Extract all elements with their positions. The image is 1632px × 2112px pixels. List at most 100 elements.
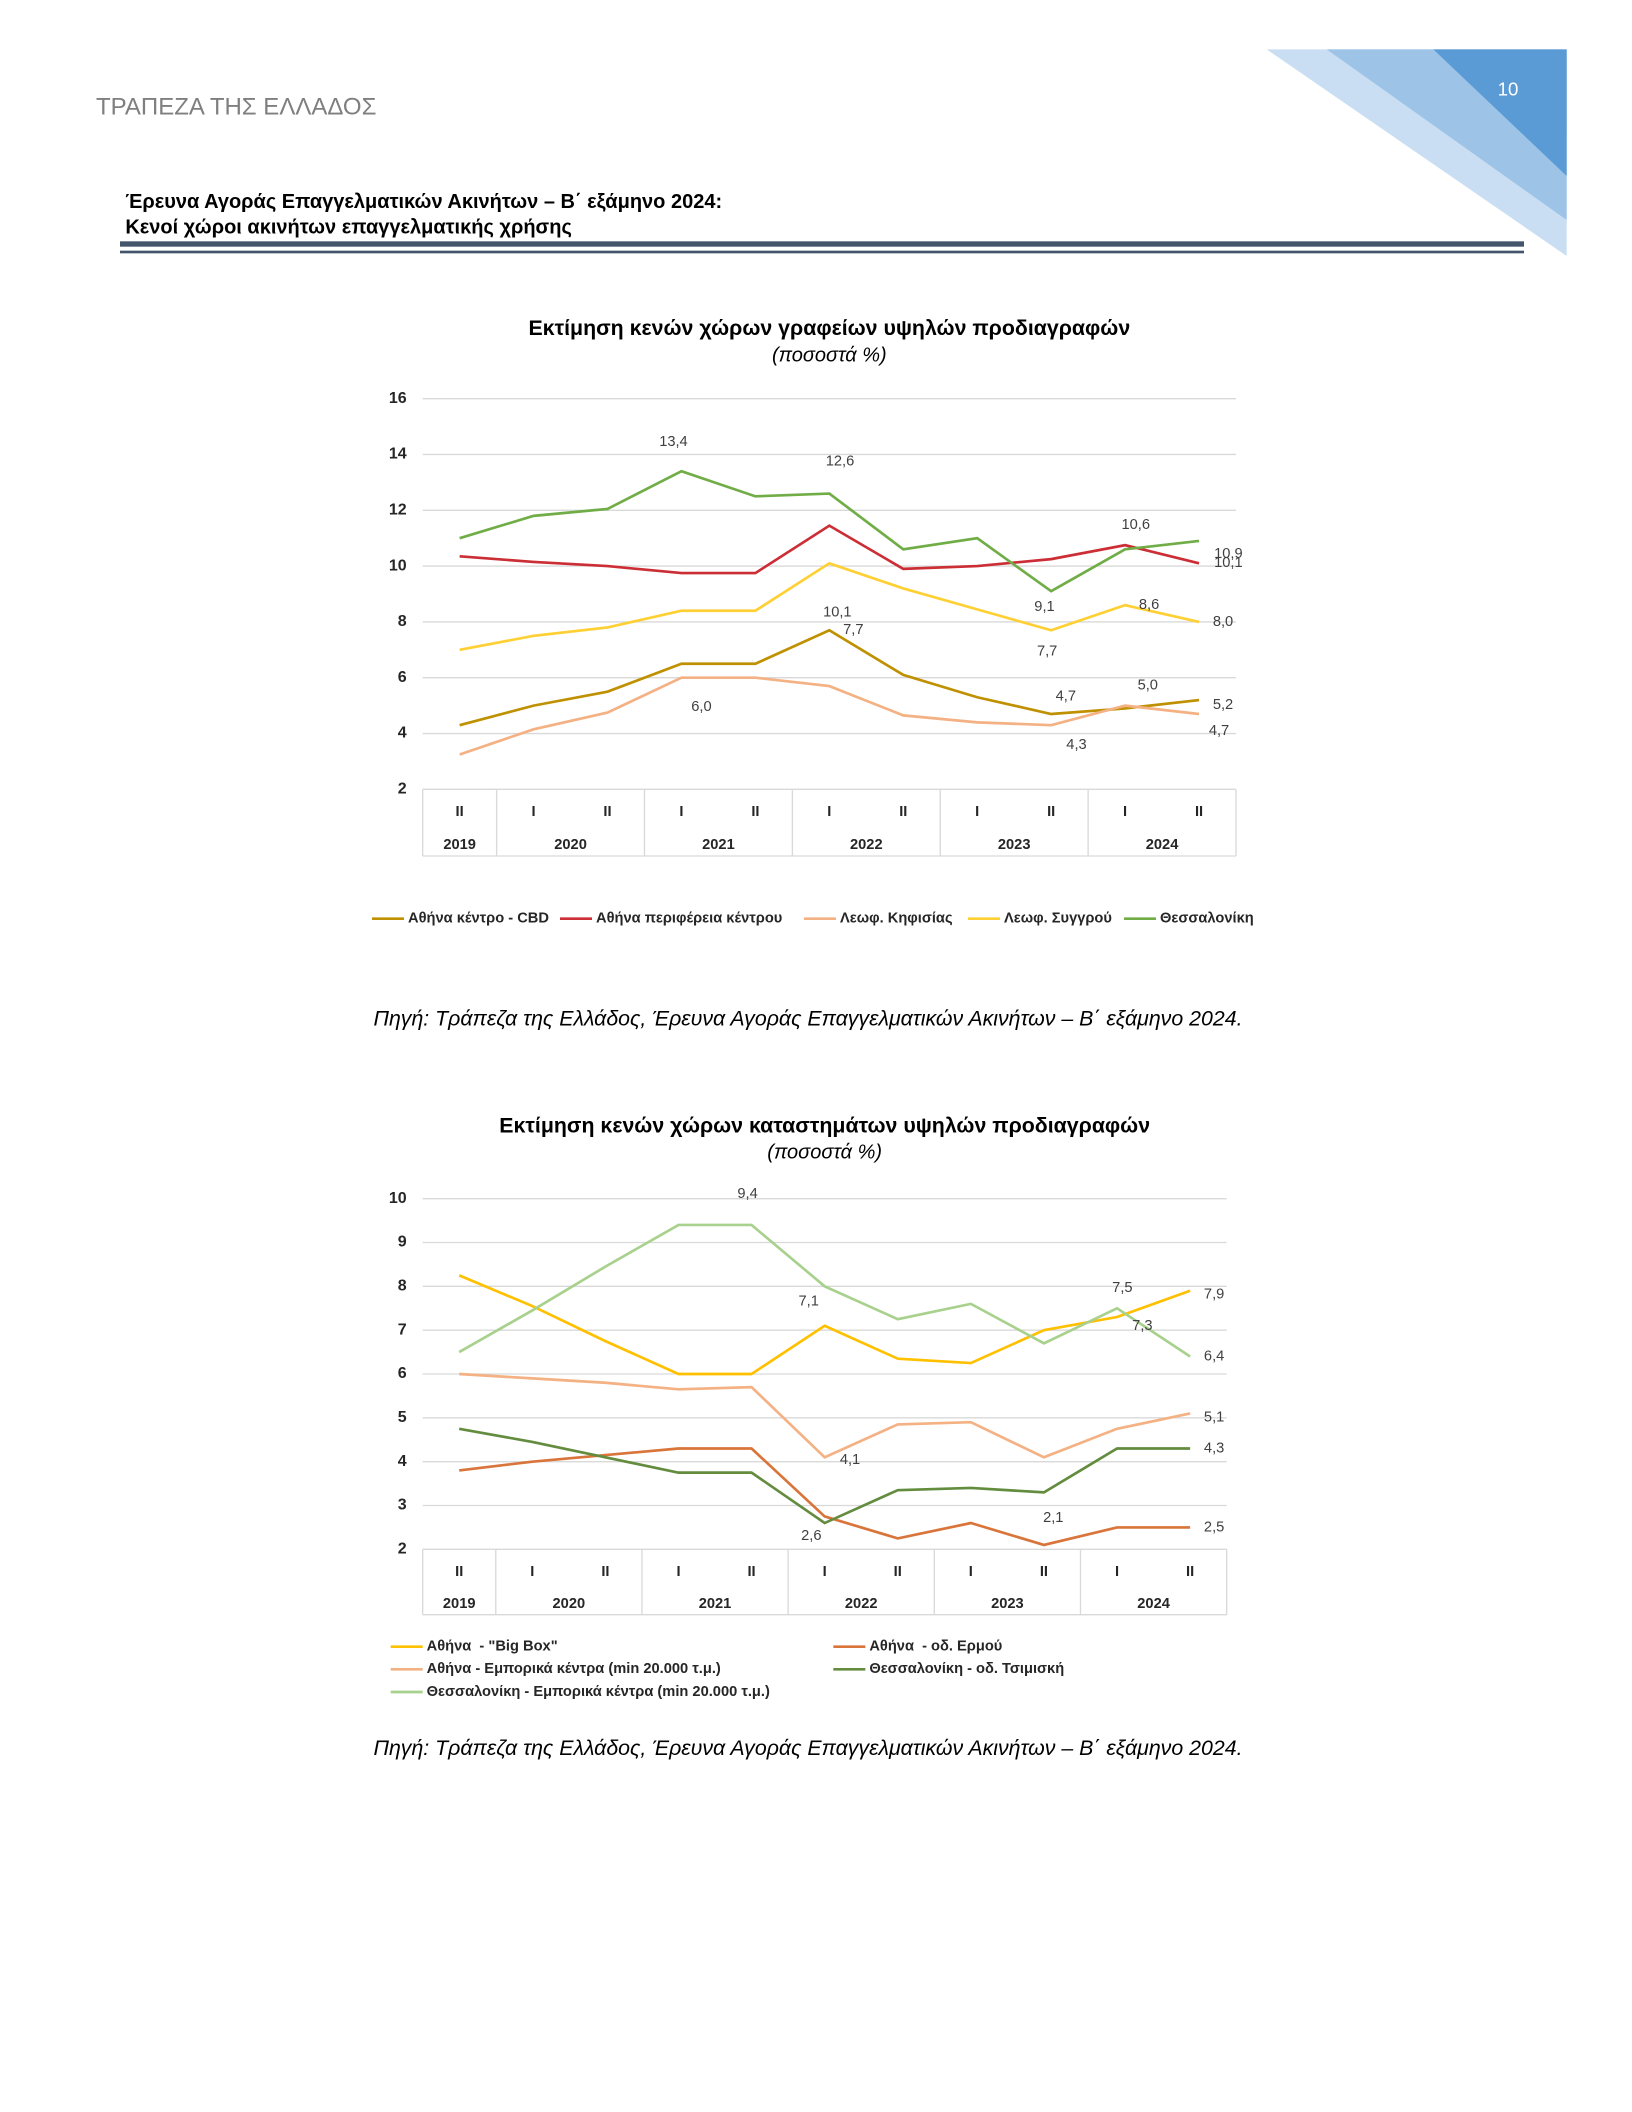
data-label: 4,3 [1204,1440,1224,1456]
legend-label: Αθήνα κέντρο - CBD [408,911,549,927]
chart-title: Εκτίμηση κενών χώρων γραφείων υψηλών προ… [528,316,1130,340]
data-label: 10,1 [1214,555,1243,571]
x-group-label: 2023 [991,1596,1024,1612]
legend-label: Θεσσαλονίκη [1160,911,1254,927]
data-label: 4,7 [1209,723,1229,739]
series-line [459,469,1200,593]
y-tick-label: 16 [389,390,407,407]
data-label: 9,4 [737,1186,757,1202]
y-tick-label: 4 [398,1453,407,1470]
x-tick-label: I [532,804,536,820]
y-tick-label: 2 [398,781,407,798]
y-tick-label: 5 [398,1409,407,1426]
source-note: Πηγή: Τράπεζα της Ελλάδος, Έρευνα Αγοράς… [373,1007,1242,1031]
x-tick-label: II [601,1564,609,1580]
legend-label: Αθήνα περιφέρεια κέντρου [596,911,782,927]
data-label: 2,1 [1043,1510,1063,1526]
data-label: 7,1 [798,1294,818,1310]
data-label: 7,3 [1132,1318,1152,1334]
data-label: 4,7 [1056,689,1076,705]
x-tick-label: II [1186,1564,1194,1580]
y-tick-label: 14 [389,446,407,463]
y-tick-label: 8 [398,1278,407,1295]
series-line [459,524,1200,575]
page-number: 10 [1498,79,1519,100]
y-tick-label: 8 [398,613,407,630]
x-tick-label: II [894,1564,902,1580]
x-group-label: 2024 [1146,837,1179,853]
x-group-label: 2020 [554,837,587,853]
x-group-label: 2021 [702,837,735,853]
y-tick-label: 6 [398,669,407,686]
y-tick-label: 10 [389,557,407,574]
y-tick-label: 9 [398,1234,407,1251]
y-tick-label: 3 [398,1497,407,1514]
data-label: 7,5 [1112,1280,1132,1296]
legend-label: Αθήνα - Εμπορικά κέντρα (min 20.000 τ.μ.… [427,1661,721,1677]
data-label: 6,4 [1204,1348,1224,1364]
rule [120,241,1524,247]
data-label: 2,5 [1204,1519,1224,1535]
x-group-label: 2023 [998,837,1031,853]
data-label: 5,2 [1213,697,1233,713]
x-group-label: 2019 [443,1596,476,1612]
x-tick-label: II [455,1564,463,1580]
legend-label: Θεσσαλονίκη - οδ. Τσιμισκή [869,1661,1064,1677]
x-group-label: 2022 [845,1596,878,1612]
x-tick-label: II [1047,804,1055,820]
data-label: 2,6 [801,1528,821,1544]
x-tick-label: II [747,1564,755,1580]
y-tick-label: 10 [389,1190,407,1207]
series-line [458,1223,1191,1358]
x-tick-label: II [1195,804,1203,820]
data-label: 7,9 [1204,1287,1224,1303]
y-tick-label: 2 [398,1541,407,1558]
x-group-label: 2021 [699,1596,732,1612]
x-tick-label: I [969,1564,973,1580]
doc-title: Έρευνα Αγοράς Επαγγελματικών Ακινήτων – … [125,191,722,213]
data-label: 9,1 [1034,599,1054,615]
x-tick-label: I [530,1564,534,1580]
data-label: 10,9 [1214,546,1243,562]
data-label: 6,0 [691,699,711,715]
series-line [459,676,1200,756]
legend-label: Αθήνα - οδ. Ερμού [869,1639,1002,1655]
data-label: 12,6 [826,453,855,469]
x-tick-label: I [975,804,979,820]
x-tick-label: II [899,804,907,820]
source-note: Πηγή: Τράπεζα της Ελλάδος, Έρευνα Αγοράς… [373,1736,1242,1760]
x-tick-label: II [603,804,611,820]
x-tick-label: II [751,804,759,820]
chart-title: Εκτίμηση κενών χώρων καταστημάτων υψηλών… [499,1113,1150,1137]
x-group-label: 2020 [553,1596,586,1612]
y-tick-label: 6 [398,1365,407,1382]
x-tick-label: I [679,804,683,820]
series-line [459,1447,1191,1547]
series-line [458,1427,1191,1525]
chart-subtitle: (ποσοστά %) [767,1142,882,1164]
data-label: 5,1 [1204,1409,1224,1425]
x-tick-label: I [1115,1564,1119,1580]
x-group-label: 2019 [443,837,476,853]
x-tick-label: II [1040,1564,1048,1580]
data-label: 4,1 [840,1452,860,1468]
data-label: 10,1 [823,605,852,621]
x-tick-label: I [676,1564,680,1580]
y-tick-label: 4 [398,725,407,742]
rule [120,250,1524,254]
x-group-label: 2022 [850,837,883,853]
data-label: 4,3 [1066,737,1086,753]
data-label: 8,0 [1213,614,1233,630]
legend-label: Λεωφ. Συγγρού [1004,911,1112,927]
series-line [459,561,1200,652]
x-tick-label: I [1123,804,1127,820]
data-label: 7,7 [1037,643,1057,659]
data-label: 5,0 [1138,677,1158,693]
series-line [459,628,1200,727]
series-line [459,1372,1191,1459]
legend-label: Αθήνα - "Big Box" [427,1639,558,1655]
data-label: 7,7 [843,622,863,638]
data-label: 10,6 [1121,517,1150,533]
doc-subtitle: Κενοί χώροι ακινήτων επαγγελματικής χρήσ… [125,216,572,238]
